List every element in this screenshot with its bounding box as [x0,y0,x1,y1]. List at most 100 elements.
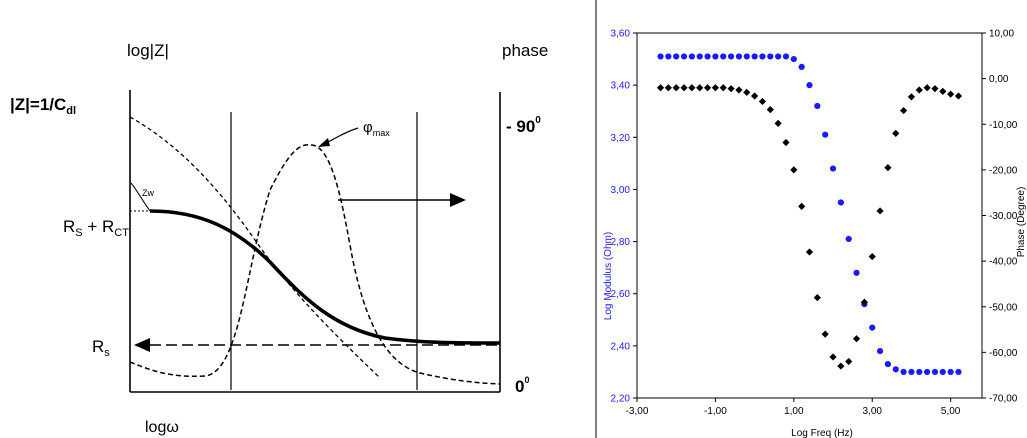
phase-point [915,86,923,94]
modulus-point [743,53,750,60]
phase-point [719,84,727,92]
phase-point [899,106,908,115]
bode-measured-plot: -3,00 -1,00 1,00 3,00 5,00 3,60 3,40 3,20 3,00 2,… [595,0,1027,438]
phase-axis-arrow-head [450,193,466,207]
modulus-point [908,368,915,376]
y-tick-label: 3,00 [611,185,631,196]
phase-point [947,90,955,98]
phase-point [696,84,704,92]
phase-point [672,84,680,92]
modulus-point [657,53,664,60]
y2-tick-label: 0,00 [989,74,1009,85]
modulus-point [727,53,735,60]
phase-point [813,294,821,302]
phi-max-label: φmax [363,119,390,138]
phase-point [743,88,751,96]
modulus-point [704,53,711,60]
x-axis-label: Log Freq (Hz) [791,428,853,438]
phase-point [868,252,876,261]
modulus-point [900,368,907,376]
x-tick-label: -1,00 [704,406,727,417]
phase-point [688,84,696,92]
rs-plus-rct-label: RS + RCT [63,217,129,239]
modulus-point [884,361,892,368]
y2-tick-label: -70,00 [989,394,1018,405]
phase-point [892,129,900,137]
phase-point [821,330,829,338]
modulus-point [869,324,876,331]
modulus-point [673,53,680,60]
phase-point [751,92,759,100]
rs-arrow-head [134,338,150,352]
phase-point [774,119,782,127]
zw-label: Zw [142,188,154,198]
phase-point [805,248,814,256]
y-tick-label: 2,60 [611,289,631,300]
phase-point [884,163,892,172]
modulus-point [806,82,813,89]
phase-point [837,362,845,370]
phase-point [907,93,916,101]
phase-point [829,353,837,361]
phase-point [939,87,947,95]
modulus-point [775,53,782,60]
modulus-curve [149,209,501,345]
x-tick-label: 3,00 [862,406,882,417]
modulus-point [876,347,884,355]
modulus-point [790,55,797,63]
warburg-tail [130,182,151,212]
phase-point [727,85,735,93]
y2-tick-label: 10,00 [989,29,1014,40]
y-axis-label: Log Modulus (Ohm) [603,232,614,320]
phase-point [860,298,868,306]
modulus-point [688,53,695,60]
y-tick-label: 2,80 [611,237,631,248]
phase-point [798,202,806,210]
phase-curve [129,143,501,385]
y2-tick-label: -50,00 [989,302,1018,313]
modulus-point [939,368,946,376]
y-right-title: phase [502,41,548,60]
rs-label: Rs [92,337,110,359]
phase-point [931,85,939,93]
phase-bottom-label: 00 [515,375,529,396]
x-tick-label: 1,00 [784,406,804,417]
phase-point [782,138,790,147]
y2-tick-label: -60,00 [989,348,1018,359]
modulus-point [696,53,703,60]
x-tick-label: 5,00 [941,406,961,417]
y2-tick-label: -30,00 [989,211,1018,222]
modulus-point [892,366,899,373]
modulus-point [837,199,844,206]
modulus-point [665,53,672,60]
modulus-point [782,53,790,60]
y2-tick-label: -20,00 [989,165,1018,176]
phase-point [876,207,884,215]
phase-point [923,84,931,92]
y2-axis-label: Phase (Degree) [1016,187,1027,258]
bode-schematic: log|Z| phase |Z|=1/Cdl RS + RCT Rs - 900… [10,41,548,436]
modulus-point [822,131,829,138]
modulus-point [924,368,931,376]
modulus-point [735,53,743,60]
y-left-title: log|Z| [127,41,169,60]
phi-max-pointer-head [318,138,330,147]
modulus-point [720,53,727,60]
x-tick-label: -3,00 [626,406,649,417]
data-marks [656,53,963,376]
z-equation-label: |Z|=1/Cdl [10,95,76,117]
phase-point [735,86,743,94]
y-tick-label: 3,20 [611,133,631,144]
phase-point [954,92,963,100]
modulus-point [680,53,688,60]
phase-point [790,166,798,174]
modulus-point [751,53,758,60]
y-tick-label: 2,40 [611,341,631,352]
phase-point [845,357,853,366]
phase-point [703,84,712,92]
phase-point [656,84,665,92]
modulus-point [916,368,923,376]
modulus-point [947,368,954,376]
